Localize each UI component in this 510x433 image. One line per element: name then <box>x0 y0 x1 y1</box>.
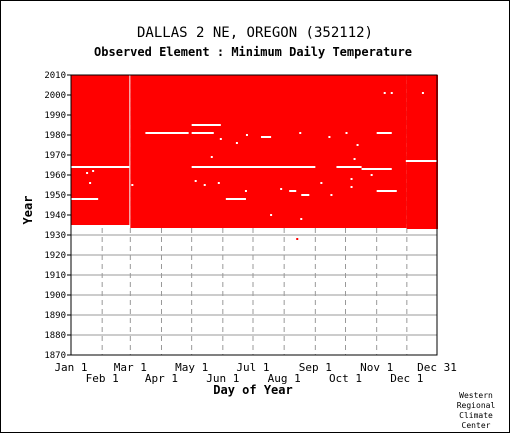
x-tick-label: Jul 1 <box>236 361 269 374</box>
missing-point <box>203 184 206 186</box>
missing-segment <box>225 198 246 200</box>
missing-point <box>235 142 238 144</box>
missing-point <box>245 134 248 136</box>
chart-title: DALLAS 2 NE, OREGON (352112) <box>137 25 373 41</box>
y-tick-label: 1920 <box>44 251 66 261</box>
missing-point <box>210 156 213 158</box>
x-tick-label: Dec 1 <box>390 372 423 385</box>
chart-subtitle: Observed Element : Minimum Daily Tempera… <box>94 45 412 59</box>
x-tick-label: Apr 1 <box>145 372 178 385</box>
y-tick-label: 1870 <box>44 351 66 361</box>
x-tick-label: Jan 1 <box>54 361 87 374</box>
x-tick-label: Jun 1 <box>206 372 239 385</box>
missing-point <box>370 174 373 176</box>
missing-point <box>244 190 247 192</box>
y-tick-label: 1960 <box>44 171 66 181</box>
y-tick-label: 1990 <box>44 111 66 121</box>
observed-period <box>130 75 407 228</box>
outlier-point <box>296 238 299 240</box>
missing-segment <box>405 160 437 162</box>
missing-point <box>330 194 333 196</box>
missing-point <box>300 218 303 220</box>
missing-segment <box>191 166 316 168</box>
missing-point <box>270 214 273 216</box>
y-axis-label: Year <box>21 196 35 225</box>
missing-segment <box>145 132 189 134</box>
credit-line-2: Regional <box>457 401 496 410</box>
missing-point <box>328 136 331 138</box>
y-tick-label: 1940 <box>44 211 66 221</box>
x-tick-label: Mar 1 <box>114 361 147 374</box>
missing-point <box>219 138 222 140</box>
missing-segment <box>289 190 297 192</box>
x-tick-label: Aug 1 <box>268 372 301 385</box>
credit-line-4: Center <box>462 421 491 430</box>
missing-point <box>390 92 393 94</box>
missing-point <box>299 132 302 134</box>
missing-point <box>194 180 197 182</box>
missing-segment <box>191 124 221 126</box>
y-tick-label: 2000 <box>44 91 66 101</box>
missing-point <box>280 188 283 190</box>
missing-point <box>350 186 353 188</box>
missing-segment <box>261 136 272 138</box>
missing-segment <box>71 198 99 200</box>
y-tick-label: 1950 <box>44 191 66 201</box>
missing-segment <box>336 166 362 168</box>
missing-segment <box>376 190 397 192</box>
plot-area: 1870 1880 1890 1900 1910 1920 1930 1940 1950 1960… <box>44 71 457 385</box>
credit-line-3: Climate <box>459 411 493 420</box>
missing-point <box>350 178 353 180</box>
missing-segment <box>71 166 130 168</box>
x-axis-label: Day of Year <box>213 383 292 397</box>
y-tick-label: 1880 <box>44 331 66 341</box>
credit-line-1: Western <box>459 391 493 400</box>
y-tick-label: 1890 <box>44 311 66 321</box>
y-tick-label: 1910 <box>44 271 66 281</box>
missing-point <box>86 172 89 174</box>
missing-point <box>89 182 92 184</box>
missing-segment <box>191 132 214 134</box>
missing-point <box>383 92 386 94</box>
observed-period <box>406 75 439 229</box>
missing-point <box>421 92 424 94</box>
y-tick-label: 1980 <box>44 131 66 141</box>
missing-segment <box>376 132 392 134</box>
x-tick-label: May 1 <box>175 361 208 374</box>
missing-segment <box>361 168 392 170</box>
x-tick-label: Feb 1 <box>86 372 119 385</box>
missing-point <box>345 132 348 134</box>
missing-point <box>320 182 323 184</box>
missing-point <box>217 182 220 184</box>
missing-point <box>92 170 95 172</box>
x-tick-label: Oct 1 <box>329 372 362 385</box>
missing-point <box>353 158 356 160</box>
y-tick-label: 1970 <box>44 151 66 161</box>
x-tick-label: Nov 1 <box>360 361 393 374</box>
observed-period <box>71 75 131 225</box>
missing-point <box>131 184 134 186</box>
missing-point <box>356 144 359 146</box>
credit: Western Regional Climate Center <box>457 391 496 430</box>
missing-segment <box>301 194 310 196</box>
y-tick-label: 1930 <box>44 231 66 241</box>
x-tick-label: Dec 31 <box>417 361 457 374</box>
y-tick-label: 1900 <box>44 291 66 301</box>
x-tick-label: Sep 1 <box>299 361 332 374</box>
y-tick-label: 2010 <box>44 71 66 81</box>
